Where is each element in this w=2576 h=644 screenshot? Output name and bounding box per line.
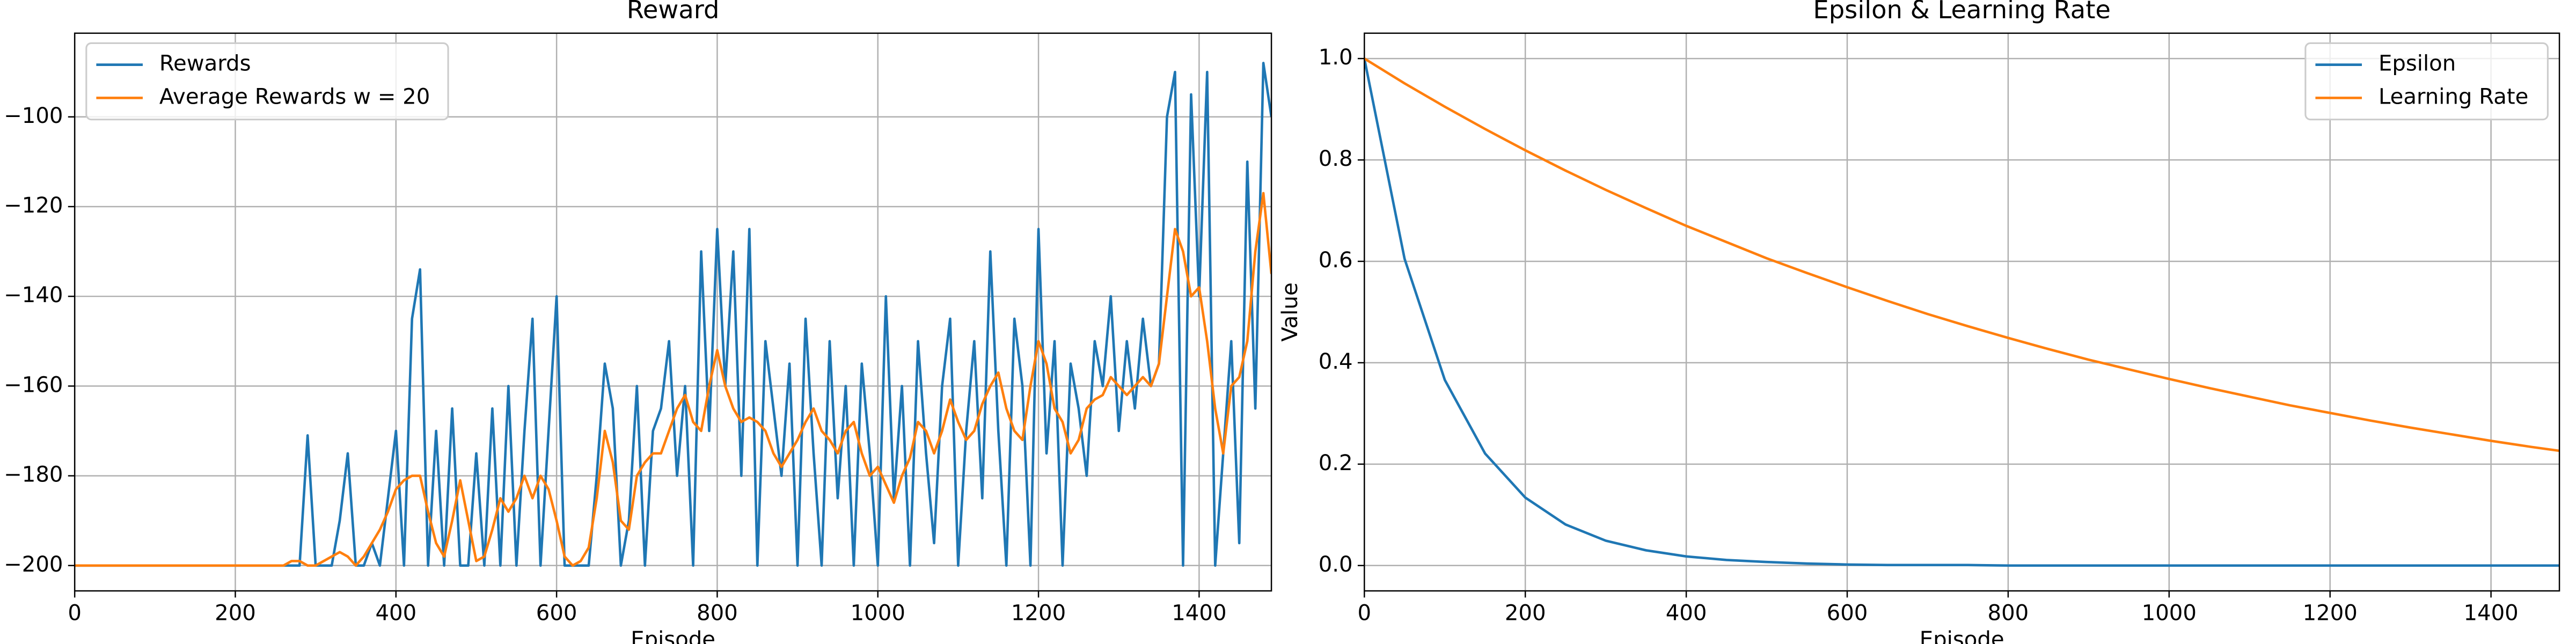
legend-label: Average Rewards w = 20 (159, 84, 430, 109)
axes-frame (74, 32, 1272, 592)
legend-box (2304, 42, 2549, 121)
y-tick-label: −120 (4, 193, 63, 218)
series-line (75, 62, 1272, 567)
y-tick-label: −160 (4, 372, 63, 397)
series-line (1364, 58, 2560, 567)
x-tick-label: 1000 (2142, 601, 2197, 625)
x-tick-label: 1000 (851, 601, 905, 625)
chart-title: Epsilon & Learning Rate (1813, 0, 2110, 24)
x-tick-label: 1200 (1011, 601, 1066, 625)
x-tick-label: 0 (1357, 601, 1371, 625)
y-tick-label: 0.2 (1319, 451, 1353, 475)
y-tick-label: −200 (4, 552, 63, 577)
x-tick-label: 200 (215, 601, 256, 625)
x-tick-label: 600 (1827, 601, 1868, 625)
legend-box (85, 42, 449, 121)
y-tick-label: 0.0 (1319, 552, 1353, 577)
chart-title: Reward (627, 0, 720, 24)
x-axis-label: Episode (1920, 627, 2004, 644)
y-tick-label: 0.4 (1319, 349, 1353, 374)
legend-label: Learning Rate (2379, 84, 2528, 109)
x-tick-label: 400 (1666, 601, 1707, 625)
axes-frame (1364, 32, 2560, 592)
y-tick-label: 1.0 (1319, 45, 1353, 70)
x-tick-label: 600 (536, 601, 577, 625)
x-tick-label: 1200 (2303, 601, 2358, 625)
plot-area (75, 62, 1272, 567)
x-tick-label: 200 (1505, 601, 1546, 625)
x-tick-label: 1400 (1172, 601, 1226, 625)
series-line (75, 192, 1272, 567)
y-axis-label: Value (1278, 282, 1302, 341)
x-tick-label: 800 (697, 601, 738, 625)
y-tick-label: −100 (4, 104, 63, 128)
x-axis-label: Episode (631, 627, 715, 644)
y-tick-label: 0.6 (1319, 248, 1353, 273)
x-tick-label: 1400 (2463, 601, 2518, 625)
series-line (1364, 57, 2560, 452)
legend-label: Epsilon (2379, 52, 2456, 76)
plot-area (1364, 57, 2560, 567)
y-tick-label: −140 (4, 283, 63, 308)
legend-label: Rewards (159, 52, 251, 76)
x-tick-label: 0 (68, 601, 82, 625)
y-tick-label: 0.8 (1319, 147, 1353, 171)
x-tick-label: 400 (375, 601, 416, 625)
x-tick-label: 800 (1988, 601, 2029, 625)
y-tick-label: −180 (4, 463, 63, 487)
